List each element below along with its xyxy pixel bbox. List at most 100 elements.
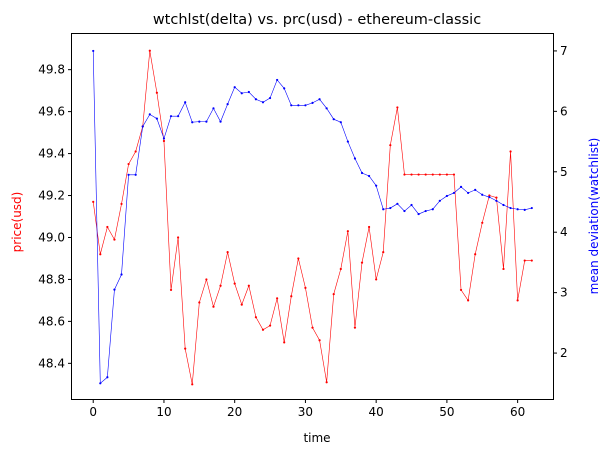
price-data-point xyxy=(438,173,441,176)
deviation-data-point xyxy=(106,376,109,379)
price-data-point xyxy=(530,259,533,262)
deviation-data-point xyxy=(177,115,180,118)
price-data-point xyxy=(459,288,463,292)
price-data-point xyxy=(169,288,173,292)
price-data-point xyxy=(382,251,385,254)
left-y-tick-label: 48.6 xyxy=(38,314,65,328)
price-data-point xyxy=(184,347,187,350)
price-data-point xyxy=(106,225,109,229)
deviation-data-point xyxy=(360,171,364,175)
deviation-data-point xyxy=(233,86,236,89)
deviation-data-point xyxy=(120,273,123,276)
price-data-point xyxy=(339,267,342,271)
deviation-data-point xyxy=(148,113,151,116)
price-data-point xyxy=(495,196,498,199)
price-data-point xyxy=(191,383,194,386)
price-data-point xyxy=(389,144,392,147)
deviation-data-point xyxy=(169,115,173,118)
x-tick-label: 30 xyxy=(298,405,313,419)
price-data-point xyxy=(467,299,470,302)
deviation-data-point xyxy=(495,199,498,202)
deviation-data-point xyxy=(530,206,533,210)
price-data-point xyxy=(431,173,434,176)
right-y-tick-label: 2 xyxy=(560,346,568,360)
price-data-point xyxy=(226,251,229,254)
deviation-data-point xyxy=(452,191,456,195)
deviation-data-point xyxy=(191,121,194,124)
right-y-tick-label: 5 xyxy=(560,165,568,179)
right-y-tick-label: 6 xyxy=(560,104,568,118)
deviation-data-point xyxy=(283,87,286,90)
deviation-data-point xyxy=(318,98,321,101)
deviation-data-point xyxy=(481,193,484,196)
price-data-point xyxy=(410,173,413,176)
deviation-data-point xyxy=(438,199,441,202)
chart-marks: 0 10 20 30 40 50 60 48.4 48.6 48.8 49.0 49.2 49.4 49.… xyxy=(38,44,567,419)
deviation-data-point xyxy=(304,104,307,107)
price-data-point xyxy=(360,261,364,264)
price-data-point xyxy=(120,202,123,206)
price-data-point xyxy=(205,278,208,281)
price-data-point xyxy=(367,225,371,229)
deviation-data-point xyxy=(268,96,272,100)
x-tick-label: 20 xyxy=(227,405,242,419)
deviation-data-point xyxy=(445,194,448,198)
right-y-tick-label: 4 xyxy=(560,225,568,239)
deviation-data-point xyxy=(261,101,265,104)
deviation-data-point xyxy=(297,104,300,107)
right-y-tick-label: 7 xyxy=(560,44,568,58)
price-data-point xyxy=(424,173,427,176)
price-data-point xyxy=(240,303,243,306)
deviation-data-point xyxy=(325,107,328,110)
price-data-point xyxy=(233,282,236,285)
price-data-point xyxy=(198,301,201,304)
deviation-data-point xyxy=(212,107,215,110)
price-data-point xyxy=(325,381,328,384)
deviation-data-point xyxy=(247,90,250,94)
left-y-tick-label: 49.6 xyxy=(38,105,65,119)
price-data-point xyxy=(127,162,130,166)
price-data-point xyxy=(212,305,215,308)
deviation-data-point xyxy=(353,157,357,160)
right-y-tick-label: 3 xyxy=(560,286,568,300)
deviation-data-point xyxy=(467,191,470,195)
deviation-data-point xyxy=(141,125,144,128)
price-data-point xyxy=(276,297,279,300)
price-data-point xyxy=(134,150,137,153)
price-data-point xyxy=(155,91,158,94)
price-data-point xyxy=(488,194,491,197)
deviation-data-point xyxy=(403,209,406,213)
deviation-data-point xyxy=(375,184,378,187)
price-data-point xyxy=(346,230,349,233)
price-data-point xyxy=(290,295,293,298)
price-data-point xyxy=(452,173,456,176)
deviation-data-point xyxy=(226,102,229,106)
x-axis-label: time xyxy=(303,431,330,445)
left-y-tick-label: 48.8 xyxy=(38,272,65,286)
deviation-data-point xyxy=(134,173,137,176)
price-data-point xyxy=(375,278,378,281)
left-y-tick-label: 49.8 xyxy=(38,63,65,77)
deviation-data-point xyxy=(367,174,371,178)
price-data-point xyxy=(99,253,102,256)
price-data-point xyxy=(148,49,151,52)
price-data-point xyxy=(219,284,222,287)
deviation-data-point xyxy=(509,206,512,210)
price-series-line xyxy=(92,50,532,385)
deviation-data-point xyxy=(459,185,463,188)
deviation-data-point xyxy=(474,188,477,192)
deviation-data-point xyxy=(516,208,519,211)
price-data-point xyxy=(247,284,250,287)
chart-title: wtchlst(delta) vs. prc(usd) - ethereum-c… xyxy=(153,12,481,28)
deviation-data-point xyxy=(99,382,102,385)
deviation-data-point xyxy=(431,208,434,211)
deviation-data-point xyxy=(127,173,130,176)
deviation-data-point xyxy=(198,120,201,123)
deviation-data-point xyxy=(219,120,222,123)
deviation-data-point xyxy=(382,208,385,211)
price-data-point xyxy=(474,253,477,256)
deviation-data-point xyxy=(162,137,166,140)
price-data-point xyxy=(403,173,406,176)
deviation-data-point xyxy=(332,118,335,121)
price-data-point xyxy=(353,326,357,329)
